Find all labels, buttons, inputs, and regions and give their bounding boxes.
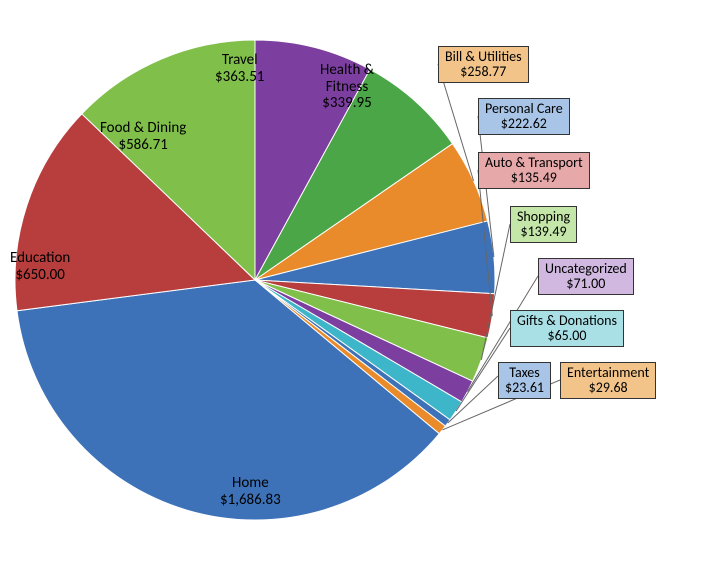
- legend-auto-transport: Auto & Transport$135.49: [478, 152, 590, 189]
- legend-gifts-donations: Gifts & Donations$65.00: [510, 310, 624, 347]
- legend-bill-utilities: Bill & Utilities$258.77: [438, 46, 529, 83]
- legend-shopping: Shopping$139.49: [510, 206, 577, 243]
- legend-entertainment: Entertainment$29.68: [560, 362, 656, 399]
- pie-chart: Travel$363.51Health &Fitness$339.95Food …: [0, 0, 728, 561]
- legend-taxes: Taxes$23.61: [498, 362, 551, 399]
- legend-personal-care: Personal Care$222.62: [478, 98, 570, 135]
- legend-uncategorized: Uncategorized$71.00: [538, 258, 634, 295]
